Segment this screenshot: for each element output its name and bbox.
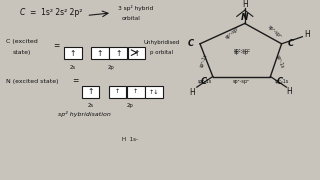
Text: 2s: 2s xyxy=(87,103,93,109)
Text: C: C xyxy=(19,8,25,17)
Bar xyxy=(127,86,145,98)
Text: sp²-sp²: sp²-sp² xyxy=(233,79,250,84)
Text: sp²-sp²: sp²-sp² xyxy=(234,48,251,53)
Text: 2s: 2s xyxy=(70,65,76,69)
Text: H  1s-: H 1s- xyxy=(122,137,138,142)
Text: C: C xyxy=(276,77,283,86)
Text: N (excited state): N (excited state) xyxy=(6,79,59,84)
Text: ↑: ↑ xyxy=(115,89,120,94)
Text: N: N xyxy=(241,13,249,22)
Text: ↑: ↑ xyxy=(115,49,121,58)
Text: ↑: ↑ xyxy=(97,49,103,58)
Text: C (excited: C (excited xyxy=(6,39,38,44)
Text: C: C xyxy=(201,77,207,86)
Text: sp²-1s: sp²-1s xyxy=(199,53,209,68)
Text: p orbital: p orbital xyxy=(150,50,173,55)
Text: sp²-1s: sp²-1s xyxy=(275,54,285,69)
Text: H: H xyxy=(304,30,310,39)
Text: Unhybridised: Unhybridised xyxy=(144,40,180,45)
Text: ↑↓: ↑↓ xyxy=(149,89,159,94)
Text: =  1s² 2s² 2p²: = 1s² 2s² 2p² xyxy=(30,8,83,17)
Bar xyxy=(109,86,126,98)
Text: 2p: 2p xyxy=(126,103,133,109)
Text: 3 sp² hybrid: 3 sp² hybrid xyxy=(118,5,154,11)
Text: sp²-sp²: sp²-sp² xyxy=(225,25,241,40)
Text: H: H xyxy=(287,87,292,96)
Text: sp²-1s: sp²-1s xyxy=(198,79,212,84)
Text: C: C xyxy=(187,39,194,48)
Bar xyxy=(145,86,163,98)
Text: C: C xyxy=(287,39,294,48)
Text: H: H xyxy=(242,0,248,9)
Bar xyxy=(64,47,82,59)
Bar xyxy=(91,47,109,59)
Text: =: = xyxy=(53,41,59,50)
Text: orbital: orbital xyxy=(122,16,140,21)
Text: H: H xyxy=(189,88,195,97)
Text: 2p: 2p xyxy=(108,65,115,69)
Text: sp²-sp²: sp²-sp² xyxy=(267,25,283,40)
Text: ↑: ↑ xyxy=(133,89,139,94)
Bar xyxy=(109,47,127,59)
Text: ↑: ↑ xyxy=(133,49,140,58)
Text: ↑: ↑ xyxy=(87,87,93,96)
Bar xyxy=(82,86,99,98)
Text: sp² hybridisation: sp² hybridisation xyxy=(58,111,110,117)
Text: sp²-sp²: sp²-sp² xyxy=(234,50,251,55)
Text: ↑: ↑ xyxy=(70,49,76,58)
Text: =: = xyxy=(72,77,78,86)
Text: sp²-1s: sp²-1s xyxy=(275,79,289,84)
Text: state): state) xyxy=(13,50,31,55)
Bar xyxy=(128,47,145,59)
